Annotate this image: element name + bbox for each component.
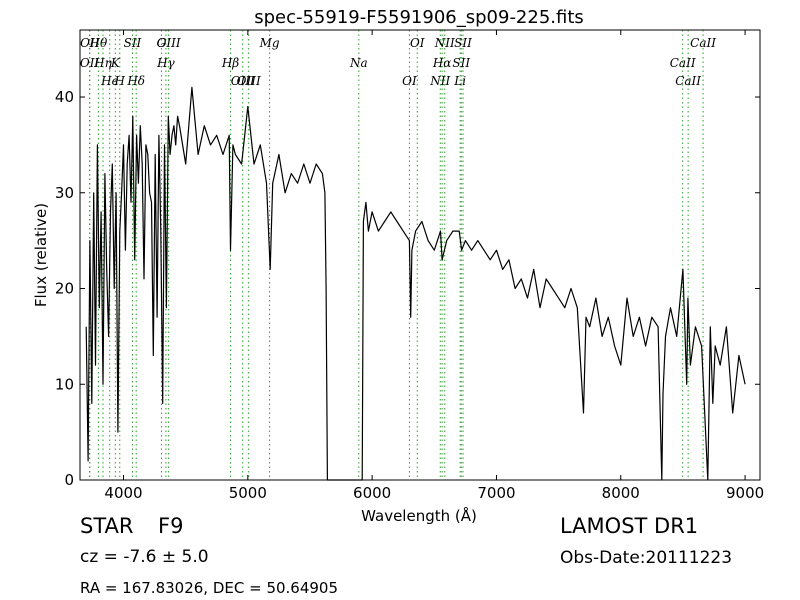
x-axis-ticks: 4000 5000 6000 7000 8000 9000 bbox=[104, 30, 764, 502]
spectral-line-label: K bbox=[110, 56, 121, 70]
x-tick-label: 4000 bbox=[104, 484, 142, 502]
spectral-line-label: Hδ bbox=[126, 74, 145, 88]
y-tick-label: 30 bbox=[55, 184, 74, 202]
chart-title: spec-55919-F5591906_sp09-225.fits bbox=[254, 7, 584, 28]
spectral-line-label: OIII bbox=[157, 36, 181, 50]
x-tick-label: 6000 bbox=[353, 484, 391, 502]
x-tick-label: 5000 bbox=[229, 484, 267, 502]
spectrum-line bbox=[85, 86, 746, 481]
x-tick-label: 7000 bbox=[477, 484, 515, 502]
spectral-line-markers bbox=[89, 30, 704, 480]
spectral-line-labels: HθKHδOIIIOIIHϵSIIHγOIIIOIIHηHGHβOIIIMgNa… bbox=[80, 36, 716, 88]
spectral-line-label: CaII bbox=[670, 56, 696, 70]
spectral-line-label: Hη bbox=[93, 56, 112, 70]
spectral-line-label: G bbox=[157, 36, 167, 50]
spectral-line-label: OIII bbox=[231, 74, 255, 88]
plot-frame bbox=[79, 29, 761, 481]
y-tick-label: 10 bbox=[55, 375, 74, 393]
spectral-line-label: CaII bbox=[675, 74, 701, 88]
object-subclass: F9 bbox=[158, 514, 184, 538]
y-axis-ticks: 0 10 20 30 40 bbox=[55, 88, 760, 489]
spectral-line-label: SII bbox=[124, 36, 142, 50]
spectral-line-label: H bbox=[114, 74, 126, 88]
spectral-line-label: Hϵ bbox=[100, 74, 118, 88]
spectral-line-label: Hθ bbox=[89, 36, 108, 50]
spectral-line-label: OII bbox=[80, 56, 100, 70]
x-axis-label: Wavelength (Å) bbox=[361, 506, 477, 525]
spectral-line-label: Hβ bbox=[221, 56, 239, 70]
spectral-line-label: OII bbox=[80, 36, 100, 50]
spectral-line-label: CaII bbox=[690, 36, 716, 50]
object-class: STAR bbox=[80, 514, 134, 538]
x-tick-label: 8000 bbox=[602, 484, 640, 502]
spectral-line-label: OI bbox=[402, 74, 417, 88]
y-tick-label: 20 bbox=[55, 280, 74, 298]
sky-coordinates: RA = 167.83026, DEC = 50.64905 bbox=[80, 579, 339, 597]
spectral-line-label: SII bbox=[452, 56, 470, 70]
y-axis-label: Flux (relative) bbox=[32, 203, 50, 307]
x-tick-label: 9000 bbox=[726, 484, 764, 502]
observation-date: Obs-Date:20111223 bbox=[560, 548, 733, 568]
spectrum-series bbox=[85, 86, 746, 481]
spectral-line-label: OI bbox=[410, 36, 425, 50]
spectral-line-label: NII bbox=[434, 36, 455, 50]
y-tick-label: 40 bbox=[55, 88, 74, 106]
spectral-line-label: SII bbox=[454, 36, 472, 50]
spectral-line-label: Mg bbox=[259, 36, 280, 50]
spectral-line-label: Hα bbox=[432, 56, 452, 70]
redshift-cz: cz = -7.6 ± 5.0 bbox=[80, 547, 209, 567]
y-tick-label: 0 bbox=[64, 471, 74, 489]
spectral-line-label: OIII bbox=[237, 74, 261, 88]
spectral-line-label: Li bbox=[453, 74, 466, 88]
spectral-line-label: Na bbox=[349, 56, 368, 70]
spectral-line-label: Hγ bbox=[156, 56, 175, 70]
spectral-line-label: NII bbox=[429, 74, 450, 88]
survey-name: LAMOST DR1 bbox=[560, 514, 699, 538]
